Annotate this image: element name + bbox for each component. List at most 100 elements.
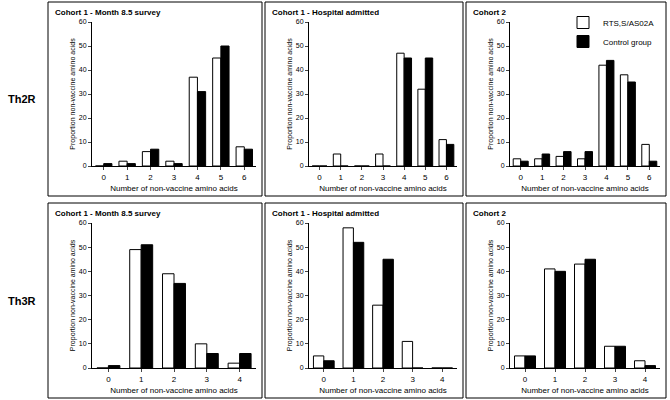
svg-text:5: 5 [219, 173, 224, 182]
svg-text:Number of non-vaccine amino ac: Number of non-vaccine amino acids [521, 386, 649, 395]
svg-text:50: 50 [79, 244, 87, 251]
svg-text:3: 3 [583, 173, 588, 182]
svg-text:1: 1 [553, 375, 558, 384]
svg-text:Control group: Control group [603, 38, 652, 47]
svg-text:2: 2 [583, 375, 588, 384]
svg-text:0: 0 [83, 162, 87, 169]
svg-text:30: 30 [79, 292, 87, 299]
svg-text:10: 10 [79, 340, 87, 347]
svg-text:2: 2 [561, 173, 566, 182]
svg-text:60: 60 [296, 18, 304, 25]
svg-text:6: 6 [242, 173, 247, 182]
svg-text:0: 0 [518, 173, 523, 182]
svg-text:30: 30 [79, 90, 87, 97]
svg-text:40: 40 [79, 268, 87, 275]
svg-text:20: 20 [296, 114, 304, 121]
svg-text:10: 10 [497, 340, 505, 347]
svg-text:4: 4 [440, 375, 445, 384]
svg-text:Th2R: Th2R [8, 93, 36, 105]
svg-text:Cohort 1 - Month 8.5 survey: Cohort 1 - Month 8.5 survey [55, 209, 161, 218]
svg-text:20: 20 [79, 316, 87, 323]
svg-text:Number of non-vaccine amino ac: Number of non-vaccine amino acids [319, 386, 447, 395]
svg-text:Proportion non-vaccine amino a: Proportion non-vaccine amino acids [487, 38, 495, 150]
svg-text:2: 2 [172, 375, 177, 384]
svg-text:20: 20 [79, 114, 87, 121]
svg-text:Number of non-vaccine amino ac: Number of non-vaccine amino acids [319, 184, 447, 193]
svg-text:6: 6 [444, 173, 449, 182]
svg-text:0: 0 [322, 375, 327, 384]
svg-text:50: 50 [497, 244, 505, 251]
svg-text:Number of non-vaccine amino ac: Number of non-vaccine amino acids [110, 184, 238, 193]
svg-text:3: 3 [172, 173, 177, 182]
svg-text:4: 4 [643, 375, 648, 384]
svg-text:5: 5 [626, 173, 631, 182]
svg-text:0: 0 [101, 173, 106, 182]
svg-text:Number of non-vaccine amino ac: Number of non-vaccine amino acids [521, 184, 649, 193]
svg-text:30: 30 [497, 90, 505, 97]
svg-text:0: 0 [317, 173, 322, 182]
svg-text:50: 50 [79, 42, 87, 49]
svg-text:0: 0 [300, 162, 304, 169]
svg-text:Proportion non-vaccine amino a: Proportion non-vaccine amino acids [69, 239, 77, 351]
svg-text:2: 2 [360, 173, 365, 182]
svg-text:60: 60 [497, 18, 505, 25]
svg-text:40: 40 [497, 268, 505, 275]
svg-text:20: 20 [497, 316, 505, 323]
svg-text:Cohort 2: Cohort 2 [473, 8, 506, 17]
svg-text:40: 40 [79, 66, 87, 73]
svg-text:50: 50 [296, 244, 304, 251]
svg-text:10: 10 [79, 138, 87, 145]
svg-text:Proportion non-vaccine amino a: Proportion non-vaccine amino acids [286, 38, 294, 150]
svg-text:Th3R: Th3R [8, 295, 36, 307]
svg-text:3: 3 [381, 173, 386, 182]
svg-text:60: 60 [296, 219, 304, 226]
svg-text:3: 3 [205, 375, 210, 384]
svg-text:1: 1 [338, 173, 343, 182]
svg-text:20: 20 [296, 316, 304, 323]
svg-text:1: 1 [139, 375, 144, 384]
svg-text:4: 4 [237, 375, 242, 384]
svg-text:0: 0 [501, 364, 505, 371]
svg-text:Cohort 2: Cohort 2 [473, 209, 506, 218]
svg-text:1: 1 [125, 173, 130, 182]
svg-text:Cohort 1 - Hospital admitted: Cohort 1 - Hospital admitted [272, 8, 379, 17]
svg-text:0: 0 [300, 364, 304, 371]
svg-text:10: 10 [497, 138, 505, 145]
svg-text:Proportion non-vaccine amino a: Proportion non-vaccine amino acids [487, 239, 495, 351]
svg-text:RTS,S/AS02A: RTS,S/AS02A [603, 19, 654, 28]
svg-text:Cohort 1 - Hospital admitted: Cohort 1 - Hospital admitted [272, 209, 379, 218]
svg-text:4: 4 [402, 173, 407, 182]
svg-text:4: 4 [195, 173, 200, 182]
svg-text:1: 1 [540, 173, 545, 182]
svg-text:Proportion non-vaccine amino a: Proportion non-vaccine amino acids [69, 38, 77, 150]
svg-text:1: 1 [351, 375, 356, 384]
svg-text:40: 40 [296, 268, 304, 275]
svg-text:Proportion non-vaccine amino a: Proportion non-vaccine amino acids [286, 239, 294, 351]
svg-text:0: 0 [523, 375, 528, 384]
svg-text:2: 2 [148, 173, 153, 182]
svg-text:30: 30 [497, 292, 505, 299]
svg-text:4: 4 [604, 173, 609, 182]
svg-text:Number of non-vaccine amino ac: Number of non-vaccine amino acids [110, 386, 238, 395]
svg-text:40: 40 [497, 66, 505, 73]
svg-text:2: 2 [381, 375, 386, 384]
svg-text:20: 20 [497, 114, 505, 121]
svg-text:0: 0 [501, 162, 505, 169]
svg-text:3: 3 [613, 375, 618, 384]
svg-text:10: 10 [296, 340, 304, 347]
svg-text:0: 0 [83, 364, 87, 371]
svg-text:50: 50 [296, 42, 304, 49]
svg-text:10: 10 [296, 138, 304, 145]
svg-text:60: 60 [79, 219, 87, 226]
svg-text:30: 30 [296, 90, 304, 97]
svg-text:5: 5 [423, 173, 428, 182]
svg-text:50: 50 [497, 42, 505, 49]
svg-text:Cohort 1 - Month 8.5 survey: Cohort 1 - Month 8.5 survey [55, 8, 161, 17]
svg-text:40: 40 [296, 66, 304, 73]
svg-text:60: 60 [79, 18, 87, 25]
svg-text:0: 0 [106, 375, 111, 384]
svg-text:30: 30 [296, 292, 304, 299]
svg-text:6: 6 [647, 173, 652, 182]
svg-text:60: 60 [497, 219, 505, 226]
svg-text:3: 3 [410, 375, 415, 384]
